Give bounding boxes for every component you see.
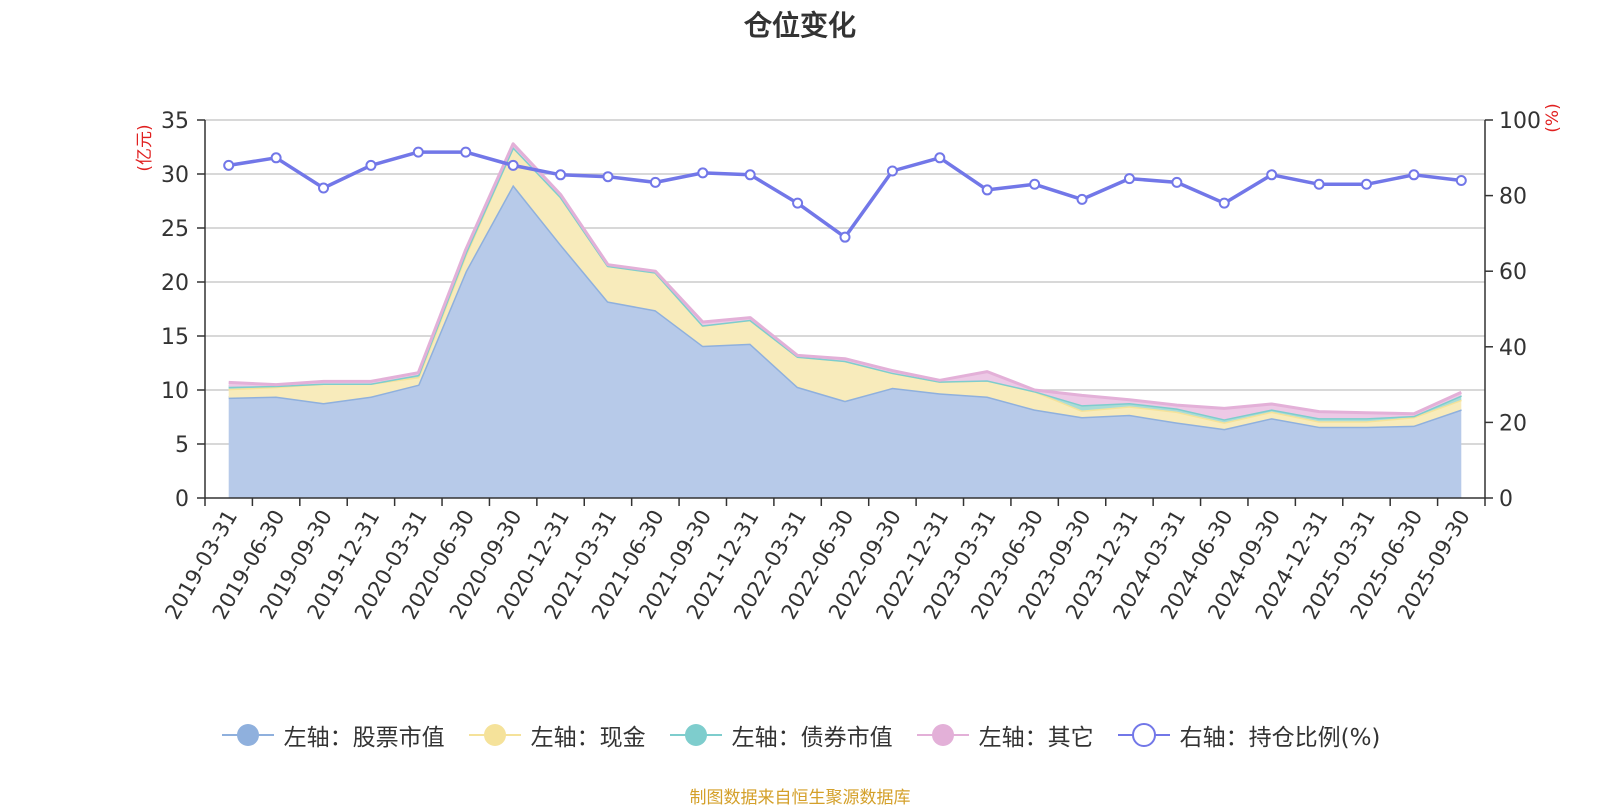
left-tick-label: 15 — [161, 325, 189, 350]
ratio-point — [839, 231, 851, 243]
ratio-point — [1076, 193, 1088, 205]
ratio-point — [981, 184, 993, 196]
ratio-point — [1360, 178, 1372, 190]
left-axis-unit: (亿元) — [135, 124, 155, 171]
legend-marker-icon — [916, 724, 969, 746]
legend-label: 左轴：债券市值 — [731, 725, 893, 751]
ratio-point — [1455, 174, 1467, 186]
source-note: 制图数据来自恒生聚源数据库 — [689, 788, 911, 808]
left-tick-label: 25 — [161, 217, 189, 242]
ratio-point — [460, 146, 472, 158]
left-tick-label: 35 — [161, 109, 189, 134]
right-tick-label: 100 — [1499, 109, 1541, 134]
legend-label: 左轴：股票市值 — [283, 725, 445, 751]
right-tick-label: 60 — [1499, 260, 1527, 285]
legend-item[interactable]: 左轴：现金 — [467, 718, 646, 752]
ratio-line-series — [223, 146, 1467, 243]
ratio-point — [602, 171, 614, 183]
ratio-point — [886, 165, 898, 177]
legend-marker-icon — [468, 724, 521, 746]
right-tick-label: 20 — [1499, 411, 1527, 436]
ratio-point — [507, 159, 519, 171]
ratio-point — [365, 159, 377, 171]
ratio-point — [1029, 178, 1041, 190]
right-tick-label: 80 — [1499, 185, 1527, 210]
area-左轴：现金 — [228, 147, 1462, 429]
right-tick-label: 40 — [1499, 336, 1527, 361]
chart-title: 仓位变化 — [743, 9, 856, 42]
legend-label: 左轴：其它 — [978, 725, 1094, 751]
ratio-point — [1218, 197, 1230, 209]
left-tick-label: 20 — [161, 271, 189, 296]
ratio-point — [649, 176, 661, 188]
ratio-line — [228, 150, 1462, 239]
left-tick-label: 5 — [175, 433, 189, 458]
area-edge-左轴：其它 — [228, 142, 1462, 416]
area-series — [228, 142, 1462, 499]
ratio-point — [412, 146, 424, 158]
ratio-point — [934, 152, 946, 164]
ratio-point — [792, 197, 804, 209]
legend-item[interactable]: 右轴：持仓比例(%) — [1116, 718, 1381, 752]
legend-marker-icon — [669, 724, 722, 746]
legend-label: 右轴：持仓比例(%) — [1179, 725, 1381, 751]
ratio-point — [318, 182, 330, 194]
legend: 左轴：股票市值 左轴：现金 左轴：债券市值 左轴：其它 右轴：持仓比例(%) — [0, 718, 1600, 752]
ratio-point — [1123, 173, 1135, 185]
ratio-point — [1171, 176, 1183, 188]
ratio-point — [555, 169, 567, 181]
legend-marker-icon — [221, 724, 274, 746]
legend-marker-icon — [1117, 723, 1170, 747]
ratio-point — [1266, 169, 1278, 181]
legend-item[interactable]: 左轴：债券市值 — [668, 718, 893, 752]
right-axis-unit: (%) — [1543, 103, 1563, 132]
ratio-point — [1313, 178, 1325, 190]
ratio-point — [1408, 169, 1420, 181]
legend-label: 左轴：现金 — [530, 725, 646, 751]
legend-item[interactable]: 左轴：其它 — [915, 718, 1094, 752]
ratio-point — [223, 159, 235, 171]
ratio-point — [744, 169, 756, 181]
left-tick-label: 0 — [175, 487, 189, 512]
left-tick-label: 30 — [161, 163, 189, 188]
ratio-point — [697, 167, 709, 179]
ratio-point — [270, 152, 282, 164]
legend-item[interactable]: 左轴：股票市值 — [220, 718, 445, 752]
left-tick-label: 10 — [161, 379, 189, 404]
right-tick-label: 0 — [1499, 487, 1513, 512]
